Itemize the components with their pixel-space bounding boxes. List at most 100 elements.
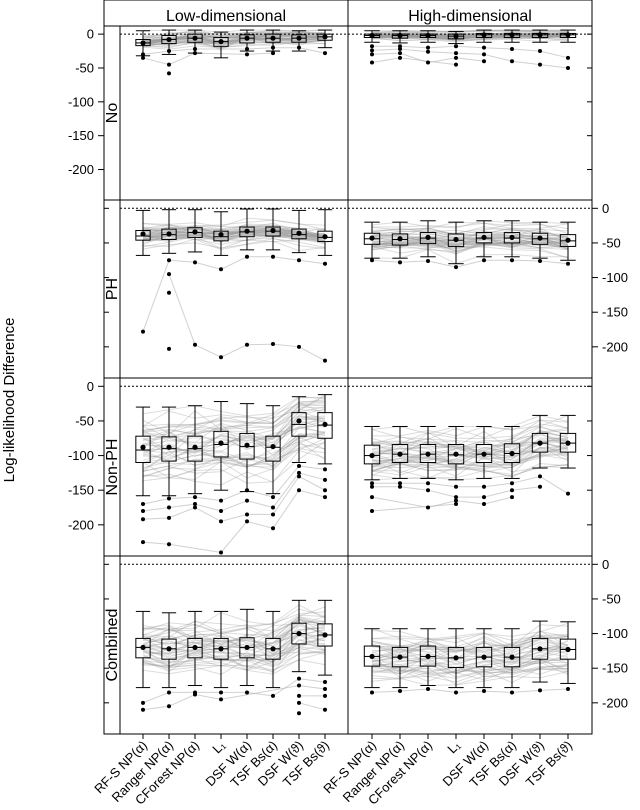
trajectory-line (371, 237, 569, 246)
outlier-point (193, 47, 197, 52)
outlier-point (538, 688, 542, 693)
box-mean-point (218, 232, 224, 238)
trajectory-lines-layer (142, 29, 569, 711)
row-title-2: Non-PH (104, 439, 121, 496)
outlier-point (271, 254, 275, 259)
box-mean-point (565, 646, 571, 653)
trajectory-line (142, 616, 326, 646)
trajectory-line (371, 242, 569, 249)
trajectory-line (142, 450, 326, 486)
box-mean-point (565, 237, 571, 243)
trajectory-line (371, 663, 569, 676)
outlier-point (167, 496, 171, 501)
box-mean-point (453, 655, 459, 661)
outlier-point (482, 495, 486, 500)
trajectory-line (371, 228, 569, 242)
box-TSF Bs(α) (265, 405, 281, 531)
trajectory-line (142, 627, 326, 650)
outlier-point (482, 502, 486, 507)
trajectory-line (371, 634, 569, 665)
trajectory-line (371, 651, 569, 675)
box-TSF Bs(ϑ) (317, 209, 333, 363)
trajectory-line (142, 32, 326, 43)
trajectory-line (371, 446, 569, 479)
trajectory-line (371, 635, 569, 653)
trajectory-line (371, 663, 569, 684)
y-tick-label: -50 (75, 413, 94, 428)
trajectory-line (142, 404, 326, 427)
trajectory-line (371, 30, 569, 39)
outlier-point (370, 495, 374, 500)
outlier-point (482, 258, 486, 263)
trajectory-line (371, 671, 569, 687)
outlier-point (141, 55, 145, 60)
box-TSF Bs(α) (265, 610, 281, 698)
trajectory-line (142, 615, 326, 640)
box-Ranger NP(α) (391, 221, 409, 265)
trajectory-line (371, 445, 569, 466)
trajectory-line (142, 225, 326, 237)
trajectory-line (142, 37, 326, 45)
trajectory-line (142, 31, 326, 42)
outlier-point (141, 52, 145, 57)
trajectory-line (371, 232, 569, 248)
trajectory-line (142, 659, 326, 675)
trajectory-line (142, 31, 326, 40)
y-tick-label: -100 (68, 448, 94, 463)
trajectory-line (371, 425, 569, 452)
trajectory-line (371, 229, 569, 238)
trajectory-line (142, 436, 326, 472)
trajectory-line (142, 424, 326, 454)
trajectory-line (371, 441, 569, 460)
outlier-point (370, 48, 374, 53)
trajectory-line (371, 654, 569, 675)
trajectory-line (371, 34, 569, 38)
box-mean-point (322, 421, 328, 428)
trajectory-line (142, 38, 326, 47)
box-DSF W(ϑ) (291, 209, 307, 349)
outlier-point (245, 519, 249, 524)
box-TSF Bs(ϑ) (559, 621, 577, 691)
outlier-point (510, 495, 514, 500)
trajectory-line (142, 443, 326, 479)
box-DSF W(α) (475, 628, 493, 694)
trajectory-line (371, 446, 569, 469)
outlier-point (538, 474, 542, 479)
trajectory-line (142, 403, 326, 441)
y-tick-label: -100 (602, 626, 628, 641)
outlier-point (426, 686, 430, 691)
box-DSF W(α) (239, 29, 255, 57)
y-tick-label: 0 (602, 201, 609, 216)
trajectory-line (371, 237, 569, 246)
trajectory-line (371, 447, 569, 469)
outlier-line (371, 48, 569, 69)
trajectory-line (142, 431, 326, 468)
trajectory-line (142, 231, 325, 241)
box-mean-point (565, 440, 571, 446)
outlier-point (271, 51, 275, 56)
x-tick-label: L₁ (209, 737, 228, 756)
trajectory-line (142, 228, 326, 239)
trajectory-line (371, 659, 569, 676)
outlier-point (426, 258, 430, 263)
outlier-point (193, 260, 197, 265)
outlier-point (141, 540, 145, 545)
trajectory-line (371, 242, 569, 253)
trajectory-line (371, 636, 569, 651)
trajectory-line (371, 434, 569, 455)
outlier-line (142, 472, 326, 512)
box-CForest NP(α) (419, 30, 437, 65)
outlier-point (454, 265, 458, 270)
trajectory-line (142, 441, 326, 474)
trajectory-line (371, 654, 569, 673)
outlier-point (167, 71, 171, 76)
trajectory-line (371, 237, 569, 251)
outlier-point (323, 495, 327, 500)
outlier-point (297, 711, 301, 716)
panel-frame-0-0 (103, 25, 349, 201)
trajectory-line (371, 221, 569, 233)
trajectory-line (371, 446, 569, 472)
trajectory-line (142, 36, 326, 47)
outlier-point (245, 47, 249, 52)
outlier-line (142, 475, 326, 522)
